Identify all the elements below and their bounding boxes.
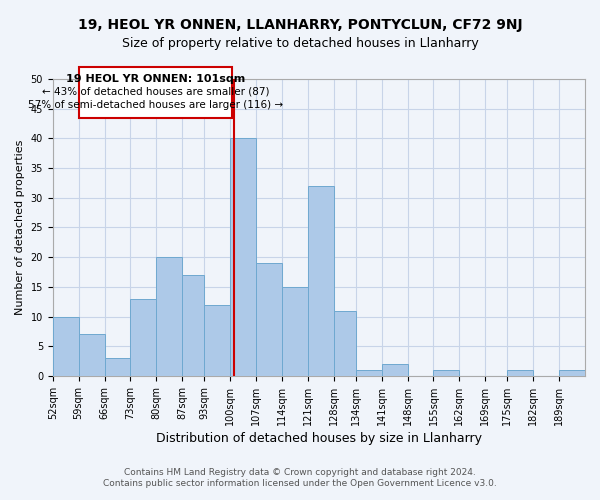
Bar xyxy=(308,186,334,376)
Bar xyxy=(382,364,407,376)
Bar xyxy=(53,316,79,376)
Bar xyxy=(334,310,356,376)
Bar xyxy=(282,287,308,376)
Bar xyxy=(230,138,256,376)
Bar xyxy=(182,275,205,376)
Bar xyxy=(256,263,282,376)
Text: 57% of semi-detached houses are larger (116) →: 57% of semi-detached houses are larger (… xyxy=(28,100,283,110)
Text: 19, HEOL YR ONNEN, LLANHARRY, PONTYCLUN, CF72 9NJ: 19, HEOL YR ONNEN, LLANHARRY, PONTYCLUN,… xyxy=(77,18,523,32)
Y-axis label: Number of detached properties: Number of detached properties xyxy=(15,140,25,315)
Text: Contains HM Land Registry data © Crown copyright and database right 2024.
Contai: Contains HM Land Registry data © Crown c… xyxy=(103,468,497,487)
Bar xyxy=(433,370,460,376)
Bar xyxy=(79,334,104,376)
Bar xyxy=(508,370,533,376)
FancyBboxPatch shape xyxy=(79,67,232,117)
X-axis label: Distribution of detached houses by size in Llanharry: Distribution of detached houses by size … xyxy=(156,432,482,445)
Bar xyxy=(205,304,230,376)
Bar xyxy=(104,358,130,376)
Bar xyxy=(130,298,156,376)
Bar xyxy=(156,257,182,376)
Text: Size of property relative to detached houses in Llanharry: Size of property relative to detached ho… xyxy=(122,38,478,51)
Bar xyxy=(356,370,382,376)
Text: 19 HEOL YR ONNEN: 101sqm: 19 HEOL YR ONNEN: 101sqm xyxy=(66,74,245,84)
Text: ← 43% of detached houses are smaller (87): ← 43% of detached houses are smaller (87… xyxy=(41,86,269,97)
Bar xyxy=(559,370,585,376)
